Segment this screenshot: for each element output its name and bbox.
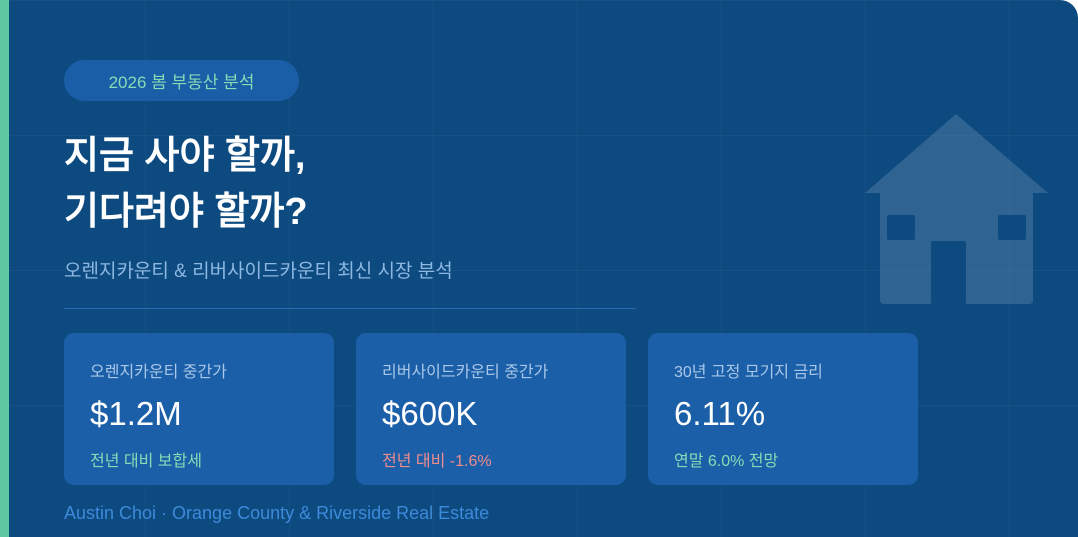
stat-note: 전년 대비 보합세 <box>90 453 202 470</box>
accent-stripe <box>0 0 9 537</box>
stat-card-riverside-county: 리버사이드카운티 중간가 $600K 전년 대비 -1.6% <box>356 333 626 485</box>
stat-label: 30년 고정 모기지 금리 <box>674 364 823 381</box>
stat-value: $1.2M <box>90 395 182 432</box>
title-line-2: 기다려야 할까? <box>64 191 308 233</box>
stat-card-mortgage-rate: 30년 고정 모기지 금리 6.11% 연말 6.0% 전망 <box>648 333 918 485</box>
divider <box>64 308 636 309</box>
stat-value: $600K <box>382 395 478 432</box>
subtitle: 오렌지카운티 & 리버사이드카운티 최신 시장 분석 <box>64 261 453 282</box>
footer-credit-link[interactable]: Austin Choi · Orange County & Riverside … <box>64 503 490 523</box>
stat-label: 오렌지카운티 중간가 <box>90 364 227 381</box>
stat-label: 리버사이드카운티 중간가 <box>382 364 549 381</box>
stat-card-orange-county: 오렌지카운티 중간가 $1.2M 전년 대비 보합세 <box>64 333 334 485</box>
stat-value: 6.11% <box>674 395 766 432</box>
season-badge: 2026 봄 부동산 분석 <box>64 60 299 101</box>
page-title: 지금 사야 할까, 기다려야 할까? <box>64 128 308 240</box>
stat-note: 전년 대비 -1.6% <box>382 453 492 470</box>
title-line-1: 지금 사야 할까, <box>64 135 306 177</box>
stat-note: 연말 6.0% 전망 <box>674 453 779 470</box>
house-icon <box>865 114 1048 304</box>
